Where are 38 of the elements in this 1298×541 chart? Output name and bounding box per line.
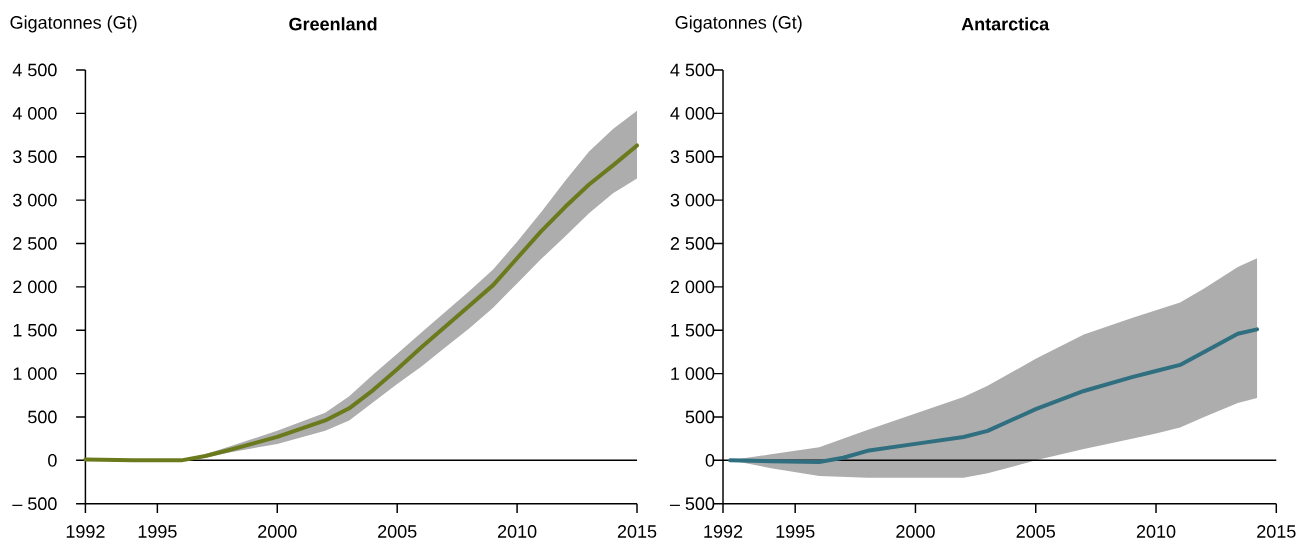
y-tick-label: 4 000 bbox=[670, 106, 715, 120]
y-tick-label: 4 500 bbox=[670, 63, 715, 77]
y-axis-title: Gigatonnes (Gt) bbox=[675, 15, 802, 33]
y-tick-label: 0 bbox=[705, 453, 715, 467]
y-tick-label: 500 bbox=[685, 410, 715, 424]
x-tick-label: 1995 bbox=[776, 525, 815, 538]
y-tick-label: 2 500 bbox=[670, 237, 715, 250]
y-tick-label: 2 500 bbox=[13, 237, 57, 250]
y-axis-title: Gigatonnes (Gt) bbox=[10, 15, 137, 33]
y-tick-label: – 500 bbox=[12, 497, 57, 511]
y-tick-label: 3 000 bbox=[13, 193, 57, 207]
chart-title: Greenland bbox=[289, 17, 377, 31]
y-tick-label: – 500 bbox=[669, 497, 715, 511]
y-tick-label: 4 500 bbox=[12, 63, 57, 77]
y-tick-label: 1 500 bbox=[671, 323, 715, 337]
chart-title: Antarctica bbox=[961, 17, 1050, 31]
x-tick-label: 2010 bbox=[497, 525, 537, 538]
y-tick-label: 1 500 bbox=[13, 323, 57, 337]
y-tick-label: 500 bbox=[28, 410, 57, 424]
x-tick-label: 2010 bbox=[1136, 525, 1176, 538]
y-tick-label: 1 000 bbox=[13, 367, 57, 380]
x-tick-label: 2000 bbox=[258, 525, 297, 538]
x-tick-label: 1992 bbox=[66, 525, 105, 538]
y-tick-label: 2 000 bbox=[13, 280, 57, 294]
x-tick-label: 2005 bbox=[1016, 525, 1056, 538]
x-tick-label: 2015 bbox=[617, 525, 657, 538]
y-tick-label: 3 500 bbox=[13, 150, 57, 164]
x-tick-label: 2005 bbox=[378, 525, 417, 538]
y-tick-label: 4 000 bbox=[12, 106, 57, 120]
y-tick-label: 0 bbox=[48, 453, 57, 467]
x-tick-label: 2000 bbox=[896, 525, 935, 538]
x-tick-label: 2015 bbox=[1257, 525, 1296, 538]
y-tick-label: 3 000 bbox=[670, 193, 715, 207]
x-tick-label: 1995 bbox=[138, 525, 177, 538]
x-tick-label: 1992 bbox=[704, 525, 743, 538]
y-tick-label: 1 000 bbox=[671, 367, 715, 380]
y-tick-label: 3 500 bbox=[670, 150, 715, 164]
y-tick-label: 2 000 bbox=[670, 280, 715, 294]
